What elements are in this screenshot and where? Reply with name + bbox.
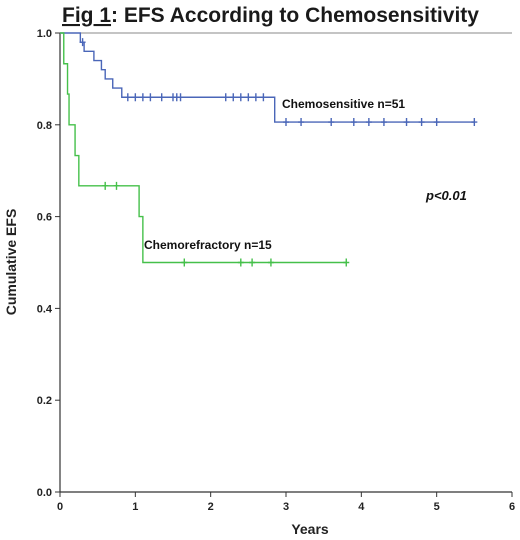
chart-title: Fig 1: EFS According to Chemosensitivity	[62, 4, 479, 27]
censor-mark-chemosensitive	[230, 93, 237, 102]
censor-mark-chemosensitive	[139, 93, 146, 102]
censor-mark-chemorefractory	[237, 258, 244, 267]
series-layer	[60, 32, 478, 267]
censor-mark-chemosensitive	[177, 93, 184, 102]
series-line-chemorefractory	[60, 32, 347, 264]
censor-mark-chemosensitive	[245, 93, 252, 102]
x-tick-label: 1	[132, 501, 138, 513]
series-line-chemosensitive	[60, 32, 475, 123]
y-axis-label: Cumulative EFS	[3, 209, 19, 316]
series-label-chemosensitive: Chemosensitive n=51	[282, 97, 405, 111]
censor-mark-chemosensitive	[328, 118, 335, 127]
censor-mark-chemosensitive	[124, 93, 131, 102]
x-tick-label: 6	[509, 501, 515, 513]
censor-mark-chemorefractory	[113, 181, 120, 190]
y-tick-label: 0.4	[37, 303, 53, 315]
y-tick-label: 1.0	[37, 28, 52, 40]
x-tick-label: 4	[358, 501, 365, 513]
x-tick-label: 3	[283, 501, 289, 513]
series-chemosensitive	[60, 32, 478, 127]
censor-mark-chemorefractory	[181, 258, 188, 267]
censor-mark-chemosensitive	[283, 118, 289, 127]
y-tick-label: 0.0	[37, 487, 52, 499]
censor-mark-chemosensitive	[158, 93, 165, 102]
x-axis-label: Years	[291, 521, 329, 537]
chart-title-prefix: Fig 1	[62, 4, 111, 27]
censor-mark-chemosensitive	[403, 118, 410, 127]
censor-mark-chemosensitive	[237, 93, 244, 102]
censor-mark-chemorefractory	[249, 258, 256, 267]
y-tick-label: 0.8	[37, 120, 52, 132]
censor-mark-chemosensitive	[433, 118, 440, 127]
x-tick-label: 0	[57, 501, 63, 513]
censor-mark-chemosensitive	[298, 118, 305, 127]
censor-mark-chemosensitive	[380, 118, 387, 127]
censor-mark-chemorefractory	[267, 258, 274, 267]
censor-mark-chemosensitive	[418, 118, 425, 127]
series-chemorefractory	[60, 32, 350, 267]
censor-mark-chemosensitive	[147, 93, 154, 102]
x-tick-label: 2	[208, 501, 214, 513]
censor-mark-chemosensitive	[471, 118, 478, 127]
censor-mark-chemosensitive	[252, 93, 259, 102]
censor-mark-chemorefractory	[343, 258, 350, 267]
p-value-annotation: p<0.01	[425, 188, 467, 203]
censor-mark-chemosensitive	[222, 93, 229, 102]
censor-mark-chemosensitive	[365, 118, 372, 127]
x-tick-label: 5	[434, 501, 440, 513]
y-tick-label: 0.6	[37, 212, 52, 224]
series-label-chemorefractory: Chemorefractory n=15	[144, 238, 272, 252]
censor-mark-chemosensitive	[350, 118, 357, 127]
axes: 0.0 0.2 0.4 0.6 0.8 1.0 0 1 2 3 4 5 6	[37, 28, 515, 513]
censor-mark-chemosensitive	[132, 93, 139, 102]
censor-mark-chemosensitive	[79, 38, 86, 47]
censor-mark-chemorefractory	[102, 181, 109, 190]
censor-mark-chemosensitive	[260, 93, 267, 102]
y-tick-label: 0.2	[37, 395, 52, 407]
chart-title-rest: : EFS According to Chemosensitivity	[111, 4, 479, 27]
